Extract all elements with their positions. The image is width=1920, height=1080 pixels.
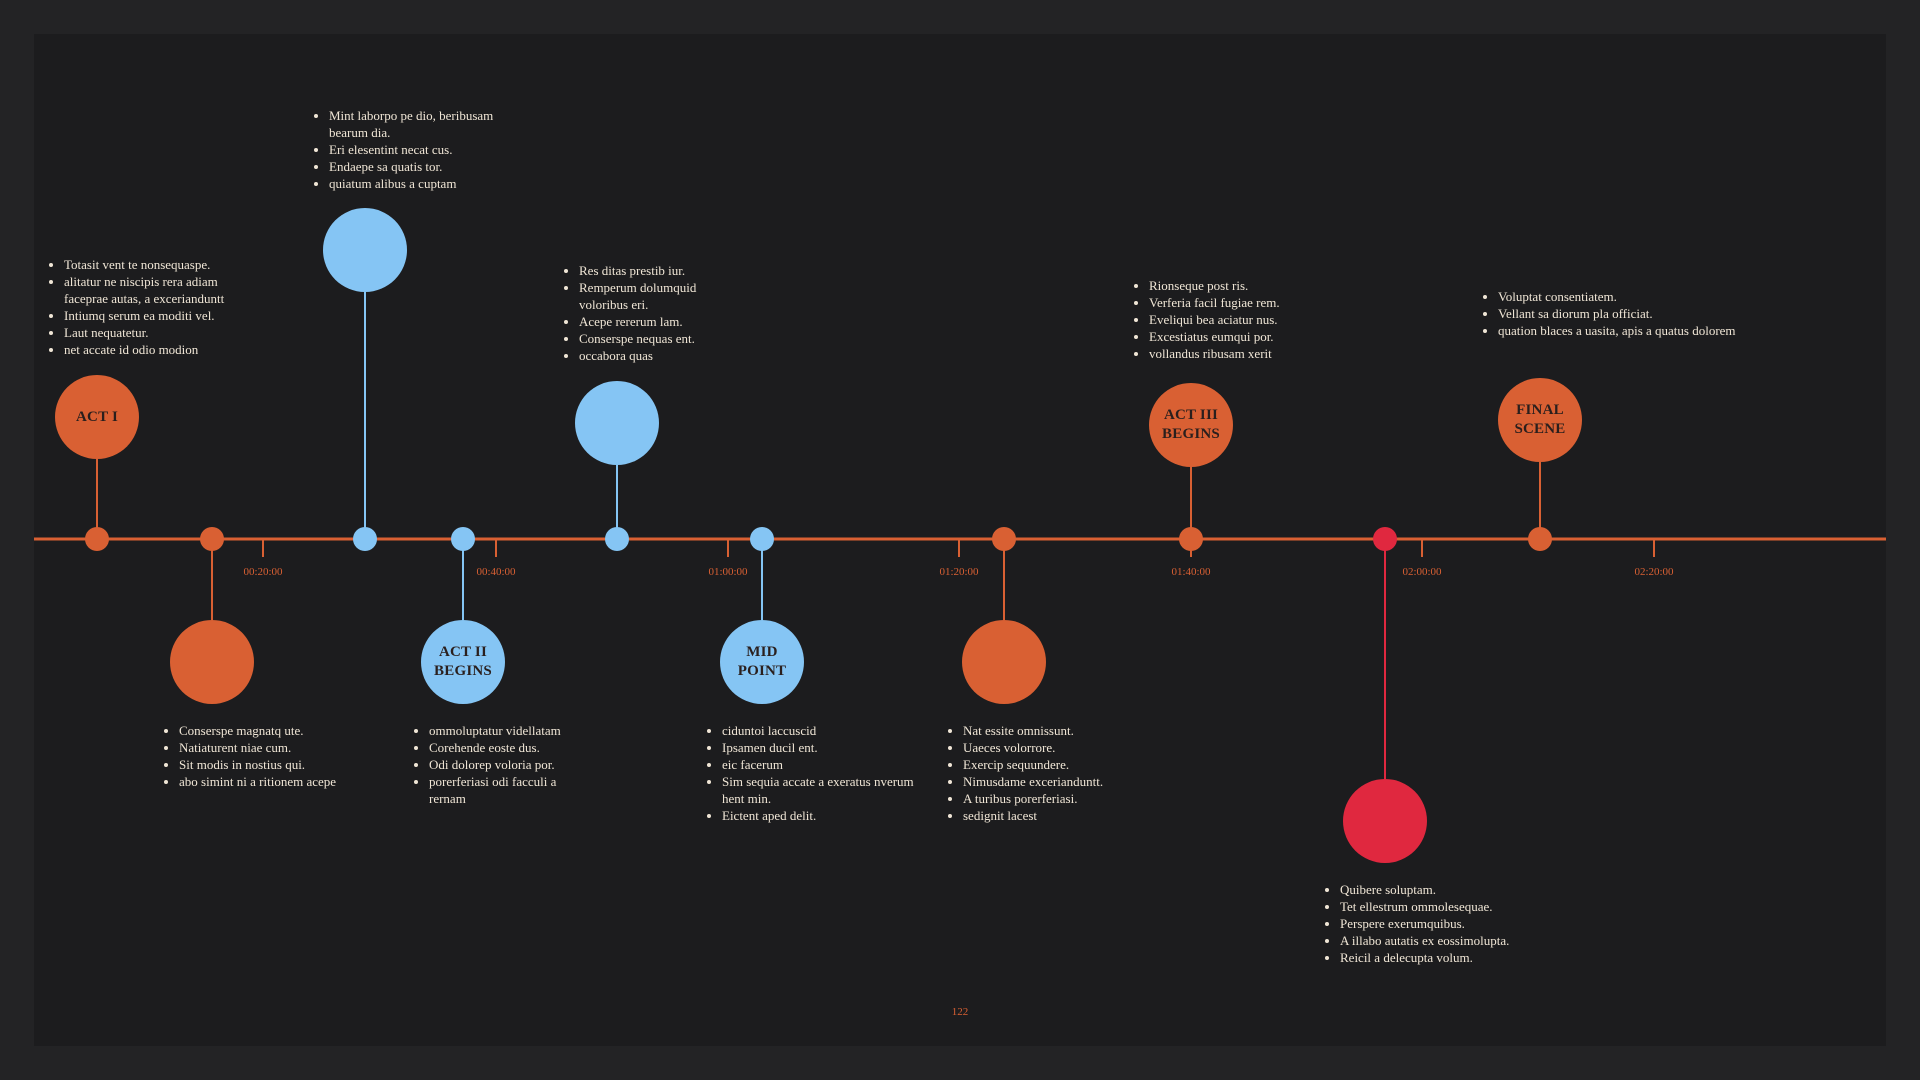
tick-label: 01:00:00 [708, 566, 748, 578]
note-item: Conserspe magnatq ute. [179, 722, 344, 739]
note-item: Remperum dolumquid voloribus eri. [579, 279, 744, 313]
note-item: Conserspe nequas ent. [579, 330, 744, 347]
event-circle-act-1: ACT I [55, 375, 139, 459]
event-circle-event-9 [1343, 779, 1427, 863]
timeline-canvas: ACT I Totasit vent te nonsequaspe.alitatu… [34, 34, 1886, 1046]
timeline-diagram [34, 292, 1886, 779]
note-item: Endaepe sa quatis tor. [329, 158, 504, 175]
note-item: Res ditas prestib iur. [579, 262, 744, 279]
event-circle-act-3: ACT III BEGINS [1149, 383, 1233, 467]
note-item: net accate id odio modion [64, 341, 254, 358]
event-dot [451, 527, 475, 551]
event-dot [1373, 527, 1397, 551]
note-item: Natiaturent niae cum. [179, 739, 344, 756]
event-dot [85, 527, 109, 551]
tick-label: 00:20:00 [243, 566, 283, 578]
event-dot [200, 527, 224, 551]
note-item: Voluptat consentiatem. [1498, 288, 1738, 305]
event-label: ACT III BEGINS [1162, 407, 1220, 442]
event-circle-event-5 [575, 381, 659, 465]
event-notes-act-2: ommoluptatur videllatamCorehende eoste d… [412, 722, 594, 807]
note-item: A turibus porerferiasi. [963, 790, 1148, 807]
event-notes-event-7: Nat essite omnissunt.Uaeces volorrore.Ex… [946, 722, 1148, 824]
tick-label: 00:40:00 [476, 566, 516, 578]
page-number: 122 [951, 1006, 969, 1018]
note-item: porerferiasi odi facculi a rernam [429, 773, 594, 807]
note-item: Sim sequia accate a exeratus nverum hent… [722, 773, 927, 807]
tick-label: 02:20:00 [1634, 566, 1674, 578]
note-item: Perspere exerumquibus. [1340, 915, 1550, 932]
note-item: ommoluptatur videllatam [429, 722, 594, 739]
event-circle-event-2 [170, 620, 254, 704]
event-label: ACT II BEGINS [434, 644, 492, 679]
note-item: Excestiatus eumqui por. [1149, 328, 1334, 345]
event-notes-midpoint: ciduntoi laccuscidIpsamen ducil ent.eic … [705, 722, 927, 824]
note-item: vollandus ribusam xerit [1149, 345, 1334, 362]
event-label: MID POINT [737, 644, 787, 679]
note-item: Reicil a delecupta volum. [1340, 949, 1550, 966]
note-item: sedignit lacest [963, 807, 1148, 824]
note-item: quiatum alibus a cuptam [329, 175, 504, 192]
event-notes-event-2: Conserspe magnatq ute.Natiaturent niae c… [162, 722, 344, 790]
note-item: Intiumq serum ea moditi vel. [64, 307, 254, 324]
event-notes-act-3: Rionseque post ris.Verferia facil fugiae… [1132, 277, 1334, 362]
note-item: Nimusdame excerianduntt. [963, 773, 1148, 790]
note-item: Laut nequatetur. [64, 324, 254, 341]
note-item: Odi dolorep voloria por. [429, 756, 594, 773]
event-dot [1179, 527, 1203, 551]
note-item: abo simint ni a ritionem acepe [179, 773, 344, 790]
note-item: Eveliqui bea aciatur nus. [1149, 311, 1334, 328]
note-item: Totasit vent te nonsequaspe. [64, 256, 254, 273]
note-item: Tet ellestrum ommolesequae. [1340, 898, 1550, 915]
note-item: Eri elesentint necat cus. [329, 141, 504, 158]
note-item: eic facerum [722, 756, 927, 773]
tick-label: 01:40:00 [1171, 566, 1211, 578]
note-item: Nat essite omnissunt. [963, 722, 1148, 739]
note-item: Exercip sequundere. [963, 756, 1148, 773]
tick-label: 01:20:00 [939, 566, 979, 578]
event-circle-midpoint: MID POINT [720, 620, 804, 704]
note-item: Verferia facil fugiae rem. [1149, 294, 1334, 311]
event-dot [1528, 527, 1552, 551]
event-label: FINAL SCENE [1514, 402, 1566, 437]
note-item: Corehende eoste dus. [429, 739, 594, 756]
note-item: Eictent aped delit. [722, 807, 927, 824]
event-dot [605, 527, 629, 551]
note-item: Vellant sa diorum pla officiat. [1498, 305, 1738, 322]
event-dot [992, 527, 1016, 551]
event-circle-event-7 [962, 620, 1046, 704]
note-item: Quibere soluptam. [1340, 881, 1550, 898]
event-dot [750, 527, 774, 551]
event-circle-event-3 [323, 208, 407, 292]
note-item: ciduntoi laccuscid [722, 722, 927, 739]
event-circle-act-2: ACT II BEGINS [421, 620, 505, 704]
note-item: Rionseque post ris. [1149, 277, 1334, 294]
event-notes-event-3: Mint laborpo pe dio, beribusam bearum di… [312, 107, 504, 192]
event-dot [353, 527, 377, 551]
note-item: Ipsamen ducil ent. [722, 739, 927, 756]
note-item: Mint laborpo pe dio, beribusam bearum di… [329, 107, 504, 141]
event-circle-final-scene: FINAL SCENE [1498, 378, 1582, 462]
event-label: ACT I [76, 408, 118, 425]
note-item: Sit modis in nostius qui. [179, 756, 344, 773]
event-notes-event-5: Res ditas prestib iur.Remperum dolumquid… [562, 262, 744, 364]
tick-label: 02:00:00 [1402, 566, 1442, 578]
event-notes-final-scene: Voluptat consentiatem.Vellant sa diorum … [1481, 288, 1738, 339]
note-item: Acepe rererum lam. [579, 313, 744, 330]
note-item: Uaeces volorrore. [963, 739, 1148, 756]
note-item: A illabo autatis ex eossimolupta. [1340, 932, 1550, 949]
event-notes-event-9: Quibere soluptam.Tet ellestrum ommoleseq… [1323, 881, 1550, 966]
event-notes-act-1: Totasit vent te nonsequaspe.alitatur ne … [47, 256, 254, 358]
note-item: quation blaces a uasita, apis a quatus d… [1498, 322, 1738, 339]
note-item: alitatur ne niscipis rera adiam faceprae… [64, 273, 254, 307]
note-item: occabora quas [579, 347, 744, 364]
